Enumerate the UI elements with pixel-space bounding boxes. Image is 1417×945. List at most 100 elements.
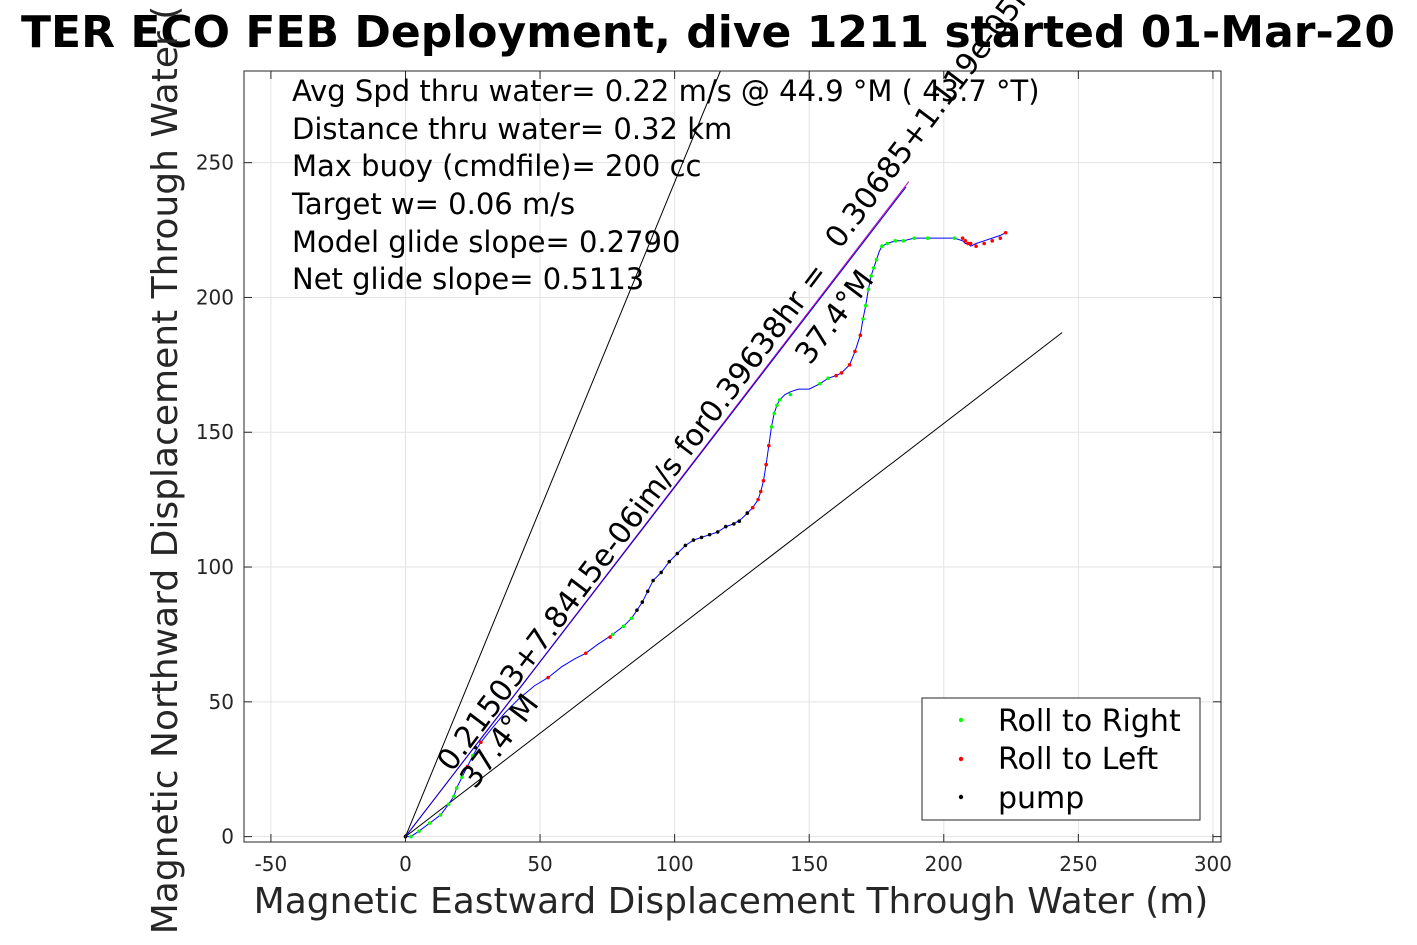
x-tick-label: 250 xyxy=(1059,852,1097,876)
x-tick-label: 300 xyxy=(1194,852,1232,876)
pump-point xyxy=(723,524,728,529)
reference-line-blue-fit xyxy=(405,186,907,837)
x-tick-label: 150 xyxy=(790,852,828,876)
roll-right-point xyxy=(869,274,873,278)
x-tick-label: 200 xyxy=(925,852,963,876)
roll-right-point xyxy=(952,236,957,240)
roll-left-point xyxy=(963,239,968,243)
legend-marker-roll-right xyxy=(958,717,964,723)
y-tick-label: 200 xyxy=(196,285,234,309)
stats-annotations: Avg Spd thru water= 0.22 m/s @ 44.9 °M (… xyxy=(291,74,1040,296)
roll-right-point xyxy=(775,403,779,408)
roll-right-point xyxy=(629,616,634,621)
legend-label: pump xyxy=(998,781,1084,816)
roll-right-point xyxy=(912,236,916,240)
roll-right-point xyxy=(772,411,777,416)
pump-point xyxy=(667,559,672,564)
roll-left-point xyxy=(764,462,768,467)
annotation-line: Model glide slope= 0.2790 xyxy=(292,225,680,259)
chart-title: TER ECO FEB Deployment, dive 1211 starte… xyxy=(21,7,1395,58)
roll-right-point xyxy=(874,257,879,262)
roll-right-point xyxy=(454,786,459,790)
pump-point xyxy=(675,551,680,556)
roll-right-point xyxy=(427,821,432,825)
pump-point xyxy=(737,519,742,523)
y-axis-label: Magnetic Northward Displacement Through … xyxy=(145,6,186,935)
roll-right-point xyxy=(621,624,626,629)
annotation-line: Target w= 0.06 m/s xyxy=(291,187,575,221)
y-tick-label: 100 xyxy=(196,555,234,579)
roll-right-point xyxy=(438,813,443,817)
roll-right-point xyxy=(866,287,871,292)
legend-label: Roll to Right xyxy=(998,704,1181,739)
roll-right-point xyxy=(417,829,421,834)
pump-point xyxy=(745,511,750,515)
roll-right-point xyxy=(460,775,464,780)
roll-left-point xyxy=(479,740,483,745)
roll-left-point xyxy=(982,241,986,246)
annotation-line: Net glide slope= 0.5113 xyxy=(292,262,644,296)
roll-right-point xyxy=(893,239,898,243)
roll-left-point xyxy=(974,244,978,249)
x-tick-label: 50 xyxy=(527,852,552,876)
pump-point xyxy=(659,570,663,575)
roll-left-point xyxy=(966,241,970,246)
roll-left-point xyxy=(839,371,844,375)
roll-left-point xyxy=(756,497,760,502)
pump-point xyxy=(473,745,478,750)
legend-marker-roll-left xyxy=(958,756,964,762)
roll-left-point xyxy=(858,333,863,337)
roll-right-point xyxy=(885,241,890,246)
reference-line-steep xyxy=(405,71,721,837)
y-tick-label: 250 xyxy=(196,151,234,175)
reference-line-shallow xyxy=(405,332,1063,838)
roll-right-point xyxy=(446,802,451,807)
pump-point xyxy=(683,543,688,548)
x-tick-label: 100 xyxy=(656,852,694,876)
pump-point xyxy=(640,600,645,604)
roll-right-point xyxy=(777,398,782,402)
pump-point xyxy=(635,608,639,612)
roll-left-point xyxy=(990,239,995,243)
pump-point xyxy=(699,535,704,540)
roll-right-point xyxy=(409,834,413,839)
y-tick-label: 50 xyxy=(209,690,234,714)
legend-marker-pump xyxy=(958,794,964,800)
reference-lines xyxy=(405,71,1063,838)
roll-left-point xyxy=(853,349,857,354)
roll-left-point xyxy=(847,363,852,367)
legend-label: Roll to Left xyxy=(998,742,1158,777)
roll-right-point xyxy=(470,753,475,758)
x-axis-label: Magnetic Eastward Displacement Through W… xyxy=(254,881,1209,922)
x-tick-label: 0 xyxy=(399,852,412,876)
y-tick-label: 0 xyxy=(221,825,234,849)
pump-point xyxy=(715,530,720,534)
legend: Roll to Right Roll to Left pump xyxy=(921,697,1201,821)
roll-left-point xyxy=(584,651,588,656)
roll-right-point xyxy=(610,632,615,637)
roll-right-point xyxy=(769,425,774,429)
roll-left-point xyxy=(960,236,965,240)
roll-left-point xyxy=(767,443,771,448)
y-tick-label: 150 xyxy=(196,420,234,444)
pump-point xyxy=(645,589,650,594)
roll-right-point xyxy=(788,392,793,397)
pump-point xyxy=(691,538,696,542)
roll-left-point xyxy=(750,505,755,510)
annotation-line: Distance thru water= 0.32 km xyxy=(292,112,732,146)
roll-left-point xyxy=(1003,230,1008,235)
roll-right-point xyxy=(880,244,884,249)
roll-left-point xyxy=(998,236,1003,240)
pump-point xyxy=(707,532,712,537)
axis-ticks: -50 0 50 100 150 200 250 300 0 50 100 150 200 250 xyxy=(196,71,1232,876)
plot-frame xyxy=(243,70,1222,843)
roll-right-point xyxy=(925,236,930,240)
roll-right-point xyxy=(452,794,456,798)
x-tick-label: -50 xyxy=(255,852,288,876)
roll-left-point xyxy=(758,489,763,494)
roll-right-point xyxy=(826,376,830,381)
legend-box xyxy=(921,697,1201,821)
pump-point xyxy=(651,578,655,583)
pump-point xyxy=(732,522,736,526)
